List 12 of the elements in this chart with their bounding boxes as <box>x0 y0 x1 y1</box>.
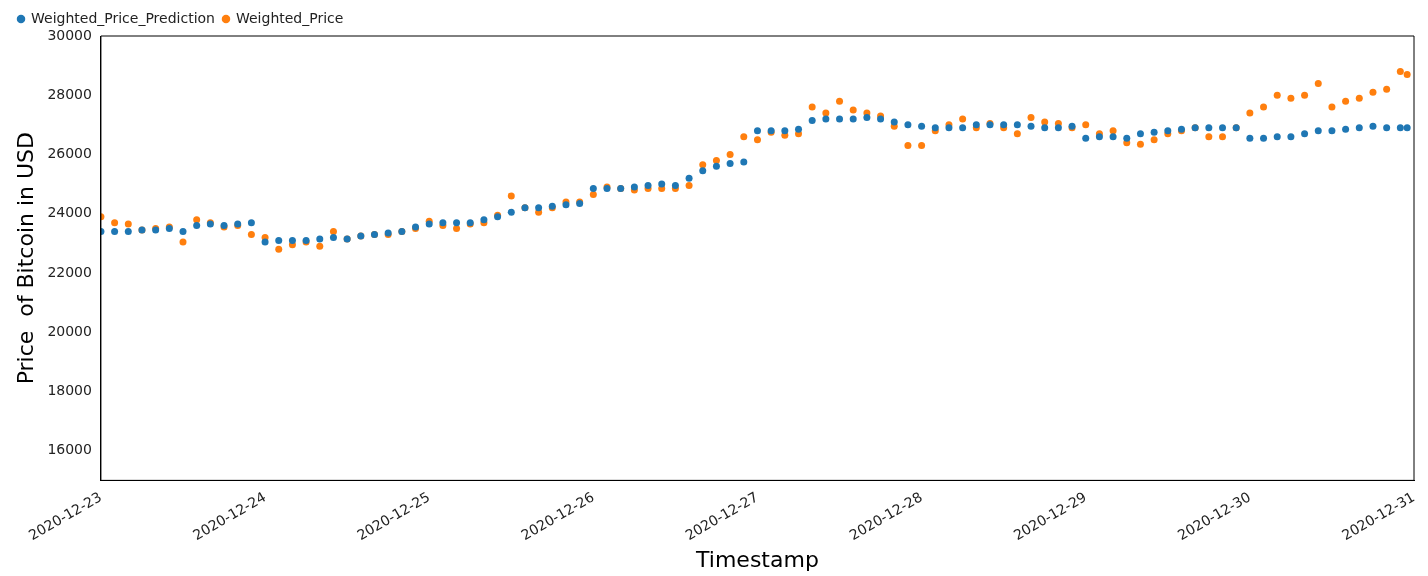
legend-label: Weighted_Price_Prediction <box>31 9 215 26</box>
y-tick-label: 16000 <box>47 441 92 458</box>
y-tick-label: 28000 <box>47 85 92 102</box>
y-tick-label: 24000 <box>47 204 92 221</box>
y-tick-label: 22000 <box>47 263 92 280</box>
legend-label: Weighted_Price <box>235 9 344 26</box>
x-axis-title: Timestamp <box>695 546 819 572</box>
y-tick-label: 20000 <box>47 322 92 339</box>
y-tick-label: 18000 <box>47 382 92 399</box>
y-tick-label: 30000 <box>47 26 92 43</box>
y-axis-title: Price of Bitcoin in USD <box>12 132 38 385</box>
y-tick-label: 26000 <box>47 145 92 162</box>
